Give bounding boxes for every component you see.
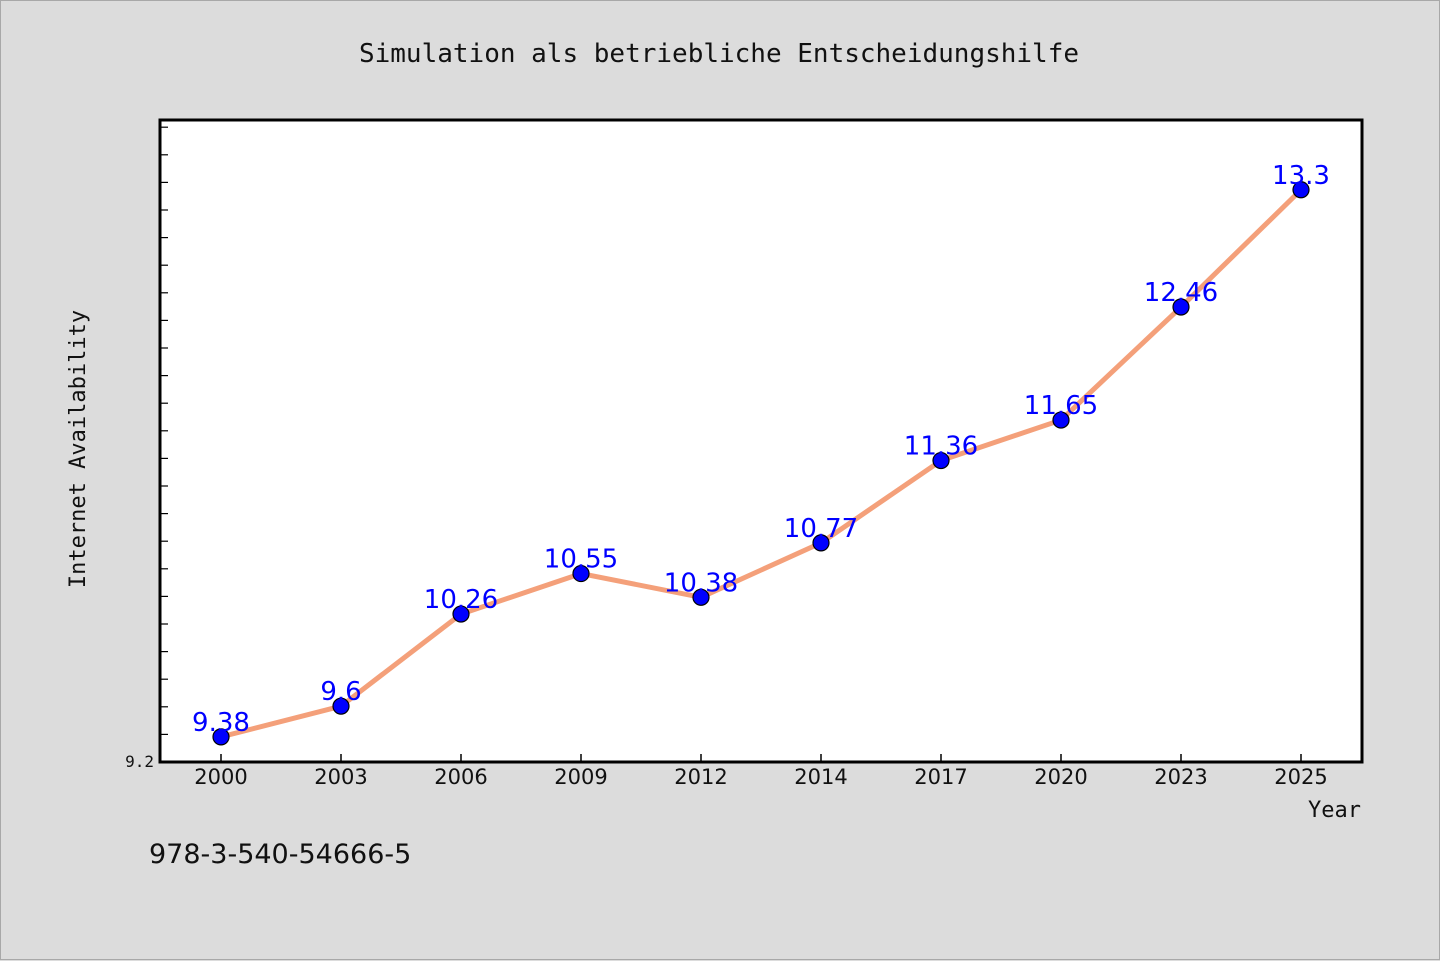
data-point — [812, 534, 830, 552]
data-point — [1172, 298, 1190, 316]
data-points-layer — [212, 181, 1310, 746]
x-tick-label: 2025 — [1274, 765, 1327, 789]
x-tick-label: 2006 — [434, 765, 487, 789]
plot-border — [158, 118, 1364, 764]
x-tick-label: 2014 — [794, 765, 847, 789]
data-point — [572, 564, 590, 583]
plot-area — [160, 120, 1362, 762]
x-axis-ticks: 2000 2003 2006 2009 2012 2014 2017 2020 2023 2025 — [194, 754, 1328, 789]
data-label: 9.38 — [192, 708, 250, 738]
data-point — [1052, 411, 1070, 429]
data-label: 10.55 — [544, 545, 618, 575]
y-tick-label-min: 9.2 — [125, 752, 154, 771]
data-label: 9.6 — [320, 677, 361, 707]
x-tick-label: 2003 — [314, 765, 367, 789]
x-tick-label: 2009 — [554, 765, 607, 789]
data-label: 10.26 — [424, 585, 498, 615]
data-label: 10.77 — [784, 514, 858, 544]
data-point — [1292, 181, 1310, 199]
series-line — [218, 187, 1304, 740]
data-labels-layer: 9.38 9.6 10.26 10.55 10.38 10.77 11.36 11.65 12.… — [192, 161, 1330, 738]
series-line-layer — [218, 187, 1304, 740]
data-label: 10.38 — [664, 568, 738, 598]
y-axis-title: Internet Availability — [66, 310, 91, 588]
data-label: 11.36 — [904, 432, 978, 462]
data-point — [212, 728, 230, 746]
chart-title: Simulation als betriebliche Entscheidung… — [359, 39, 1079, 69]
data-label: 13.3 — [1272, 161, 1330, 191]
x-tick-label: 2012 — [674, 765, 727, 789]
x-tick-label: 2023 — [1154, 765, 1207, 789]
x-tick-label: 2017 — [914, 765, 967, 789]
data-point — [692, 588, 710, 606]
data-label: 11.65 — [1024, 391, 1098, 421]
x-tick-label: 2000 — [194, 765, 247, 789]
data-point — [332, 697, 350, 715]
x-axis-title: Year — [1308, 798, 1361, 823]
data-point — [452, 605, 470, 623]
data-point — [932, 451, 950, 470]
isbn-label: 978-3-540-54666-5 — [149, 839, 411, 870]
x-tick-label: 2020 — [1034, 765, 1087, 789]
data-label: 12.46 — [1144, 278, 1218, 308]
